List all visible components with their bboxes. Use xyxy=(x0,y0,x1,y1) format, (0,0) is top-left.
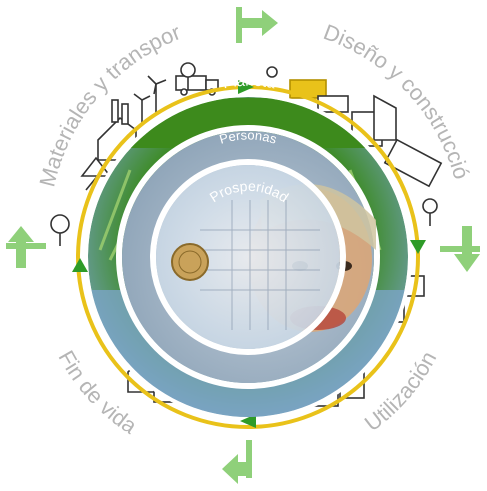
arrow-top-right-icon xyxy=(236,7,278,43)
ring-arrow-right-icon xyxy=(410,240,426,254)
ring-arrow-bottom-icon xyxy=(240,414,256,428)
arrow-bottom-left-icon xyxy=(222,440,252,484)
tree-icon xyxy=(180,62,196,90)
arrow-right-down-icon xyxy=(440,226,480,272)
ring-label-people: Personas xyxy=(218,127,279,147)
ring-arrow-markers xyxy=(72,80,426,428)
arrow-left-up-icon xyxy=(6,226,46,268)
ring-arrow-top-icon xyxy=(238,80,254,94)
tree-left-icon xyxy=(50,214,70,246)
banknote-grid xyxy=(200,200,320,330)
direction-arrows xyxy=(6,7,480,484)
coin-icon xyxy=(171,243,209,281)
ring-label-planet: Planeta xyxy=(221,73,277,93)
windmill-icon xyxy=(133,75,167,124)
ring-arrow-left-icon xyxy=(72,258,88,272)
prosperity-core xyxy=(156,165,340,349)
